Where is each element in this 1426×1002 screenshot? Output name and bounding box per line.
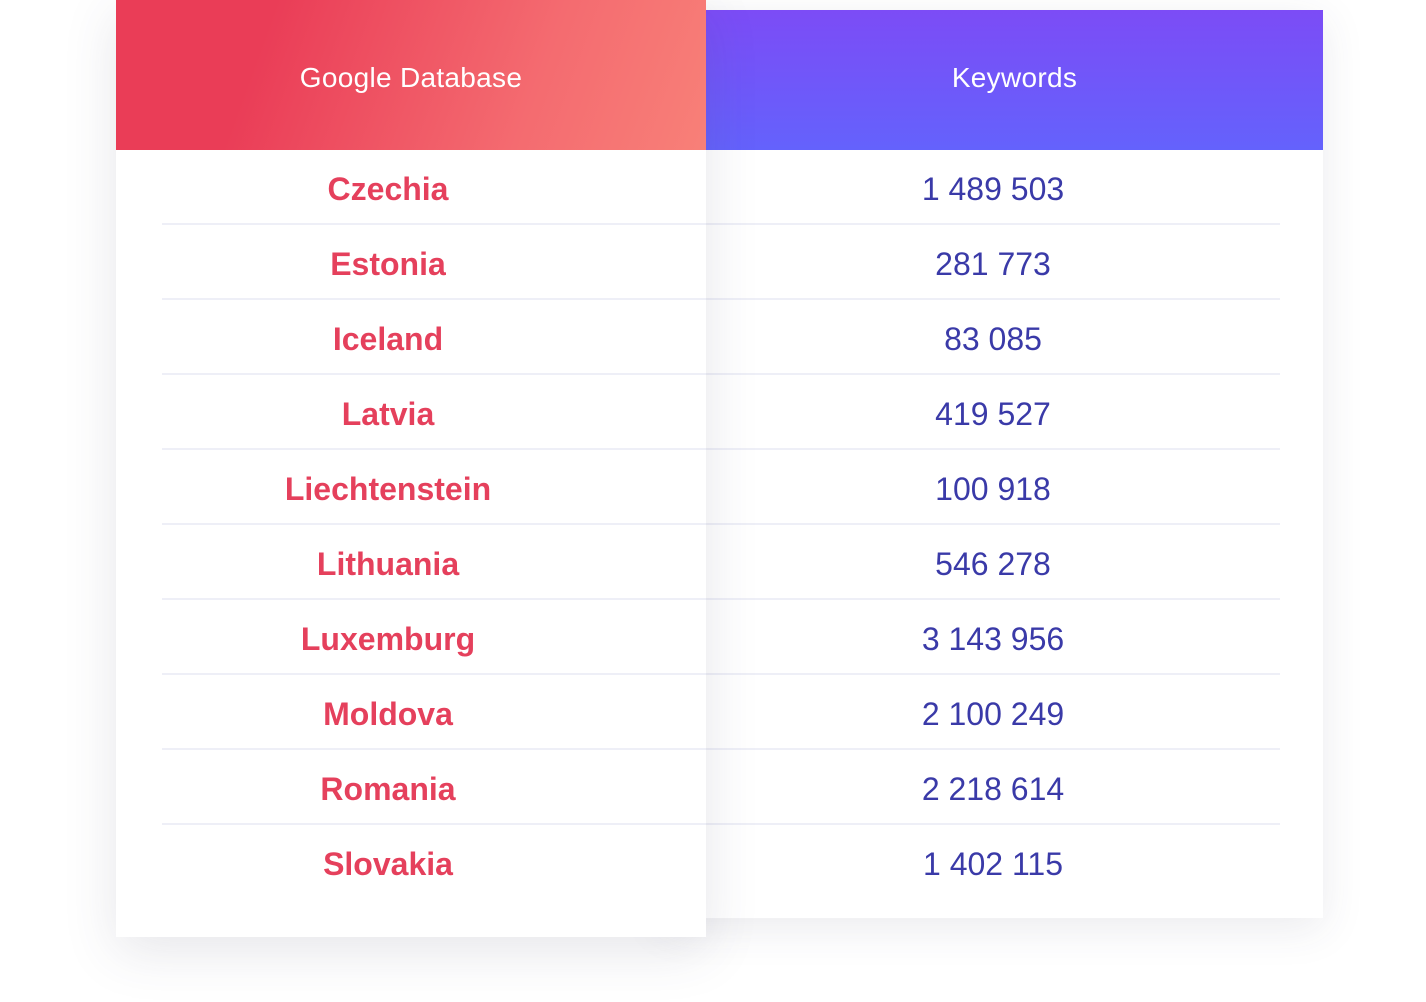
keyword-count: 1 489 503: [921, 171, 1065, 207]
table-row: 546 278: [706, 525, 1280, 600]
row-divider: [706, 823, 1280, 825]
row-divider: [706, 598, 1280, 600]
table-row: Estonia: [162, 225, 706, 300]
country-name: Czechia: [327, 171, 449, 207]
keyword-count: 1 402 115: [923, 846, 1063, 882]
country-name: Liechtenstein: [284, 471, 492, 507]
table-row: 419 527: [706, 375, 1280, 450]
country-name: Luxemburg: [300, 621, 476, 657]
table-row: Lithuania: [162, 525, 706, 600]
table-row: Iceland: [162, 300, 706, 375]
table-row: 3 143 956: [706, 600, 1280, 675]
row-divider: [162, 523, 706, 525]
keyword-count: 546 278: [935, 546, 1051, 582]
table-row: Czechia: [162, 150, 706, 225]
keywords-column-card: Keywords 1 489 503 281 773 83 085 419 527 10…: [660, 10, 1323, 918]
table-row: Slovakia: [162, 825, 706, 900]
table-row: 2 100 249: [706, 675, 1280, 750]
table-row: Moldova: [162, 675, 706, 750]
country-name: Latvia: [341, 396, 435, 432]
row-divider: [162, 373, 706, 375]
country-name: Slovakia: [323, 846, 453, 882]
keywords-list: 1 489 503 281 773 83 085 419 527 100 918 546 …: [706, 150, 1280, 900]
row-divider: [706, 748, 1280, 750]
table-row: Luxemburg: [162, 600, 706, 675]
row-divider: [162, 298, 706, 300]
row-divider: [162, 748, 706, 750]
row-divider: [706, 448, 1280, 450]
keyword-count: 3 143 956: [921, 621, 1065, 657]
keyword-count: 2 100 249: [921, 696, 1065, 732]
table-row: 1 489 503: [706, 150, 1280, 225]
table-row: Liechtenstein: [162, 450, 706, 525]
table-row: 281 773: [706, 225, 1280, 300]
keywords-header: Keywords: [706, 10, 1323, 150]
table-row: 1 402 115: [706, 825, 1280, 900]
database-header-label: Google Database: [299, 62, 523, 93]
database-column-card: Google Database Czechia Estonia Iceland Lat…: [116, 0, 706, 937]
country-name: Iceland: [332, 321, 444, 357]
row-divider: [162, 823, 706, 825]
row-divider: [162, 448, 706, 450]
country-name: Moldova: [323, 696, 453, 732]
table-row: 100 918: [706, 450, 1280, 525]
row-divider: [162, 598, 706, 600]
table-row: Romania: [162, 750, 706, 825]
table-row: Latvia: [162, 375, 706, 450]
country-list: Czechia Estonia Iceland Latvia Liechtenstein…: [162, 150, 706, 900]
row-divider: [706, 673, 1280, 675]
keyword-count: 2 218 614: [921, 771, 1065, 807]
country-name: Estonia: [330, 246, 446, 282]
row-divider: [706, 298, 1280, 300]
keywords-header-label: Keywords: [951, 62, 1078, 93]
country-name: Romania: [320, 771, 456, 807]
database-header: Google Database: [116, 0, 706, 150]
keyword-count: 83 085: [944, 321, 1042, 357]
country-name: Lithuania: [316, 546, 460, 582]
keyword-count: 281 773: [935, 246, 1051, 282]
row-divider: [706, 373, 1280, 375]
row-divider: [162, 673, 706, 675]
table-row: 83 085: [706, 300, 1280, 375]
row-divider: [706, 523, 1280, 525]
table-row: 2 218 614: [706, 750, 1280, 825]
keyword-count: 100 918: [935, 471, 1051, 507]
row-divider: [706, 223, 1280, 225]
row-divider: [162, 223, 706, 225]
keyword-count: 419 527: [935, 396, 1051, 432]
